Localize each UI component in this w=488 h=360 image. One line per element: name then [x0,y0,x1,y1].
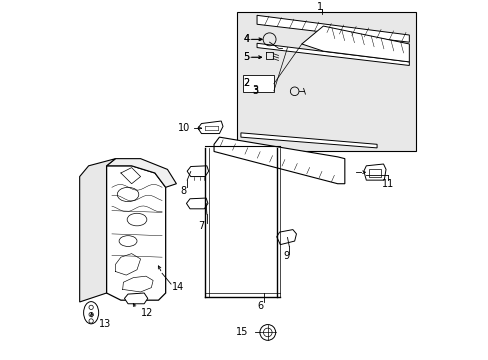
Text: 2: 2 [243,78,249,89]
Bar [243,75,273,93]
Bar [237,12,416,152]
Polygon shape [301,26,408,62]
Text: 11: 11 [381,179,393,189]
Bar [368,170,380,176]
Text: 1: 1 [316,2,322,12]
Polygon shape [187,166,208,176]
Polygon shape [363,164,385,180]
Polygon shape [106,159,176,187]
Text: 13: 13 [99,319,111,329]
Polygon shape [257,15,408,42]
Text: 5: 5 [243,51,249,62]
Text: 2: 2 [243,78,249,89]
Polygon shape [186,198,207,209]
Text: 15: 15 [235,328,247,337]
Polygon shape [198,121,223,134]
Text: 14: 14 [172,282,184,292]
Text: 3: 3 [252,86,258,96]
Polygon shape [80,159,115,302]
Text: 5: 5 [243,52,249,62]
Text: 12: 12 [140,309,153,319]
Text: 4: 4 [243,33,249,44]
Polygon shape [124,293,147,304]
Text: 7: 7 [198,221,204,231]
Polygon shape [106,166,165,300]
Polygon shape [241,133,376,148]
Ellipse shape [83,302,99,324]
Text: 8: 8 [180,186,186,196]
Polygon shape [276,230,296,245]
Text: 6: 6 [257,301,263,311]
Polygon shape [214,137,344,184]
Text: 3: 3 [252,85,258,95]
Text: 10: 10 [177,123,189,133]
Polygon shape [257,43,408,66]
Text: 9: 9 [283,252,289,261]
Text: 4: 4 [243,34,249,44]
